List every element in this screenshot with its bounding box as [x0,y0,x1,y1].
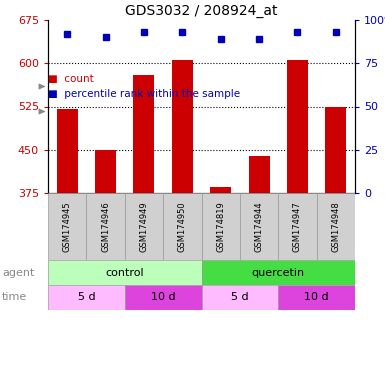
Text: time: time [2,293,27,303]
Bar [210,187,231,193]
Bar [201,193,240,260]
Text: GSM174947: GSM174947 [293,201,302,252]
Text: GSM174949: GSM174949 [139,201,149,252]
Text: ■  count: ■ count [48,74,94,84]
Bar [248,156,270,193]
Bar [163,193,201,260]
Bar [172,60,193,193]
Title: GDS3032 / 208924_at: GDS3032 / 208924_at [125,3,278,18]
Text: ■  percentile rank within the sample: ■ percentile rank within the sample [48,89,240,99]
Bar [201,260,355,285]
Bar [325,106,346,193]
Bar [240,193,278,260]
Bar [316,193,355,260]
Text: 10 d: 10 d [151,293,176,303]
Bar [57,109,78,193]
Bar [278,285,355,310]
Text: 5 d: 5 d [231,293,249,303]
Bar [86,193,125,260]
Text: GSM174819: GSM174819 [216,201,225,252]
Text: agent: agent [2,268,34,278]
Bar [48,193,86,260]
Text: GSM174945: GSM174945 [63,201,72,252]
Bar [125,193,163,260]
Text: GSM174944: GSM174944 [254,201,264,252]
Text: GSM174946: GSM174946 [101,201,110,252]
Text: 10 d: 10 d [304,293,329,303]
Bar [95,150,116,193]
Bar [48,260,201,285]
Bar [201,285,278,310]
Text: quercetin: quercetin [252,268,305,278]
Text: GSM174948: GSM174948 [331,201,340,252]
Text: control: control [105,268,144,278]
Bar [48,285,125,310]
Bar [278,193,316,260]
Text: GSM174950: GSM174950 [178,201,187,252]
Bar [125,285,201,310]
Text: 5 d: 5 d [77,293,95,303]
Bar [287,60,308,193]
Bar [133,75,154,193]
